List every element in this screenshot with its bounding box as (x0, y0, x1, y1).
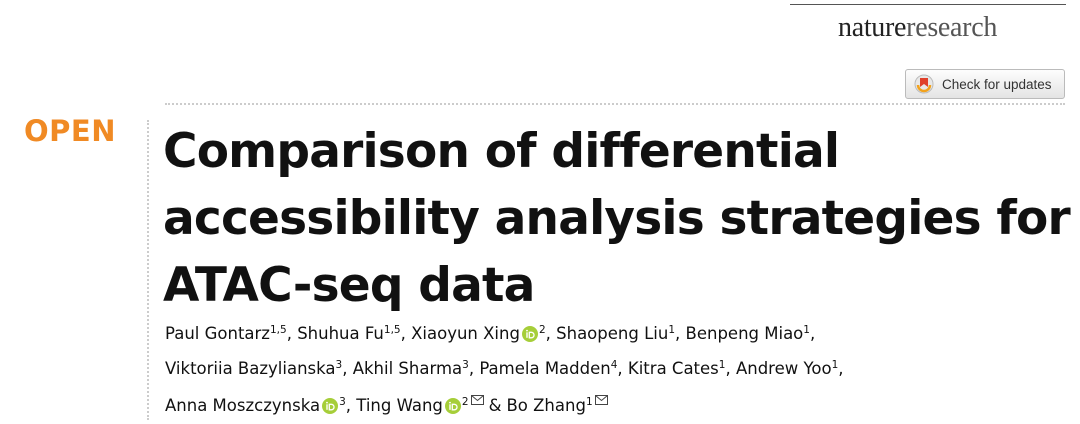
author-name: Viktoriia Bazylianska (165, 358, 336, 378)
title-line: ATAC-seq data (163, 258, 535, 313)
affiliation: 1,5 (269, 324, 287, 336)
orcid-icon (444, 393, 461, 424)
orcid-icon (322, 393, 339, 424)
logo-research: research (906, 12, 998, 43)
affiliation: 2 (461, 396, 469, 408)
author-line: Anna Moszczynska 3, Ting Wang 2 & Bo Zhang1 (165, 384, 844, 424)
author-name: Pamela Madden (479, 358, 611, 378)
affiliation: 3 (462, 358, 469, 371)
logo-nature: nature (838, 12, 907, 43)
author-name: Paul Gontarz (165, 324, 270, 343)
email-icon (470, 384, 484, 416)
author-name: Kitra Cates (627, 358, 719, 378)
affiliation: 1 (668, 324, 676, 336)
author-name: Ting Wang (356, 396, 443, 415)
author-name: Benpeng Miao (685, 324, 804, 343)
separator: , (545, 324, 551, 343)
author-line: Viktoriia Bazylianska3, Akhil Sharma3, P… (165, 353, 844, 385)
dotted-rule (165, 103, 1065, 105)
affiliation: 3 (335, 358, 343, 371)
updates-label: Check for updates (942, 76, 1052, 92)
author-name: Anna Moszczynska (165, 396, 321, 415)
author-name: Andrew Yoo (735, 358, 832, 378)
article-title: Comparison of differential accessibility … (163, 118, 1071, 319)
affiliation: 1 (831, 358, 839, 371)
open-access-badge: OPEN (24, 114, 116, 148)
separator: , (468, 358, 475, 378)
author-name: Shaopeng Liu (556, 324, 669, 343)
dotted-rule (147, 120, 149, 420)
separator: , (809, 324, 816, 343)
author-line: Paul Gontarz1,5, Shuhua Fu1,5, Xiaoyun X… (165, 318, 844, 353)
separator: , (286, 324, 292, 343)
conjunction: & (488, 396, 502, 415)
updates-icon (914, 74, 934, 94)
author-name: Xiaoyun Xing (411, 324, 520, 343)
separator: , (617, 358, 623, 378)
check-updates-button[interactable]: Check for updates (905, 69, 1065, 99)
affiliation: 1 (803, 324, 810, 336)
author-name: Akhil Sharma (352, 358, 463, 378)
publisher-logo: natureresearch (838, 12, 997, 44)
separator: , (400, 324, 406, 343)
affiliation: 1 (585, 396, 593, 408)
separator: , (345, 396, 352, 415)
separator: , (342, 358, 348, 378)
affiliation: 4 (610, 358, 618, 371)
title-line: accessibility analysis strategies for (163, 191, 1071, 246)
affiliation: 1,5 (383, 324, 401, 336)
affiliation: 3 (339, 396, 346, 408)
title-line: Comparison of differential (163, 124, 840, 179)
author-list: Paul Gontarz1,5, Shuhua Fu1,5, Xiaoyun X… (165, 318, 844, 424)
author-name: Shuhua Fu (297, 324, 384, 343)
separator: , (675, 324, 681, 343)
separator: , (725, 358, 731, 378)
top-rule (790, 4, 1066, 5)
email-icon (594, 384, 608, 416)
affiliation: 2 (538, 324, 546, 336)
separator: , (838, 358, 844, 378)
orcid-icon (521, 321, 538, 353)
affiliation: 1 (718, 358, 726, 371)
author-name: Bo Zhang (506, 396, 586, 415)
